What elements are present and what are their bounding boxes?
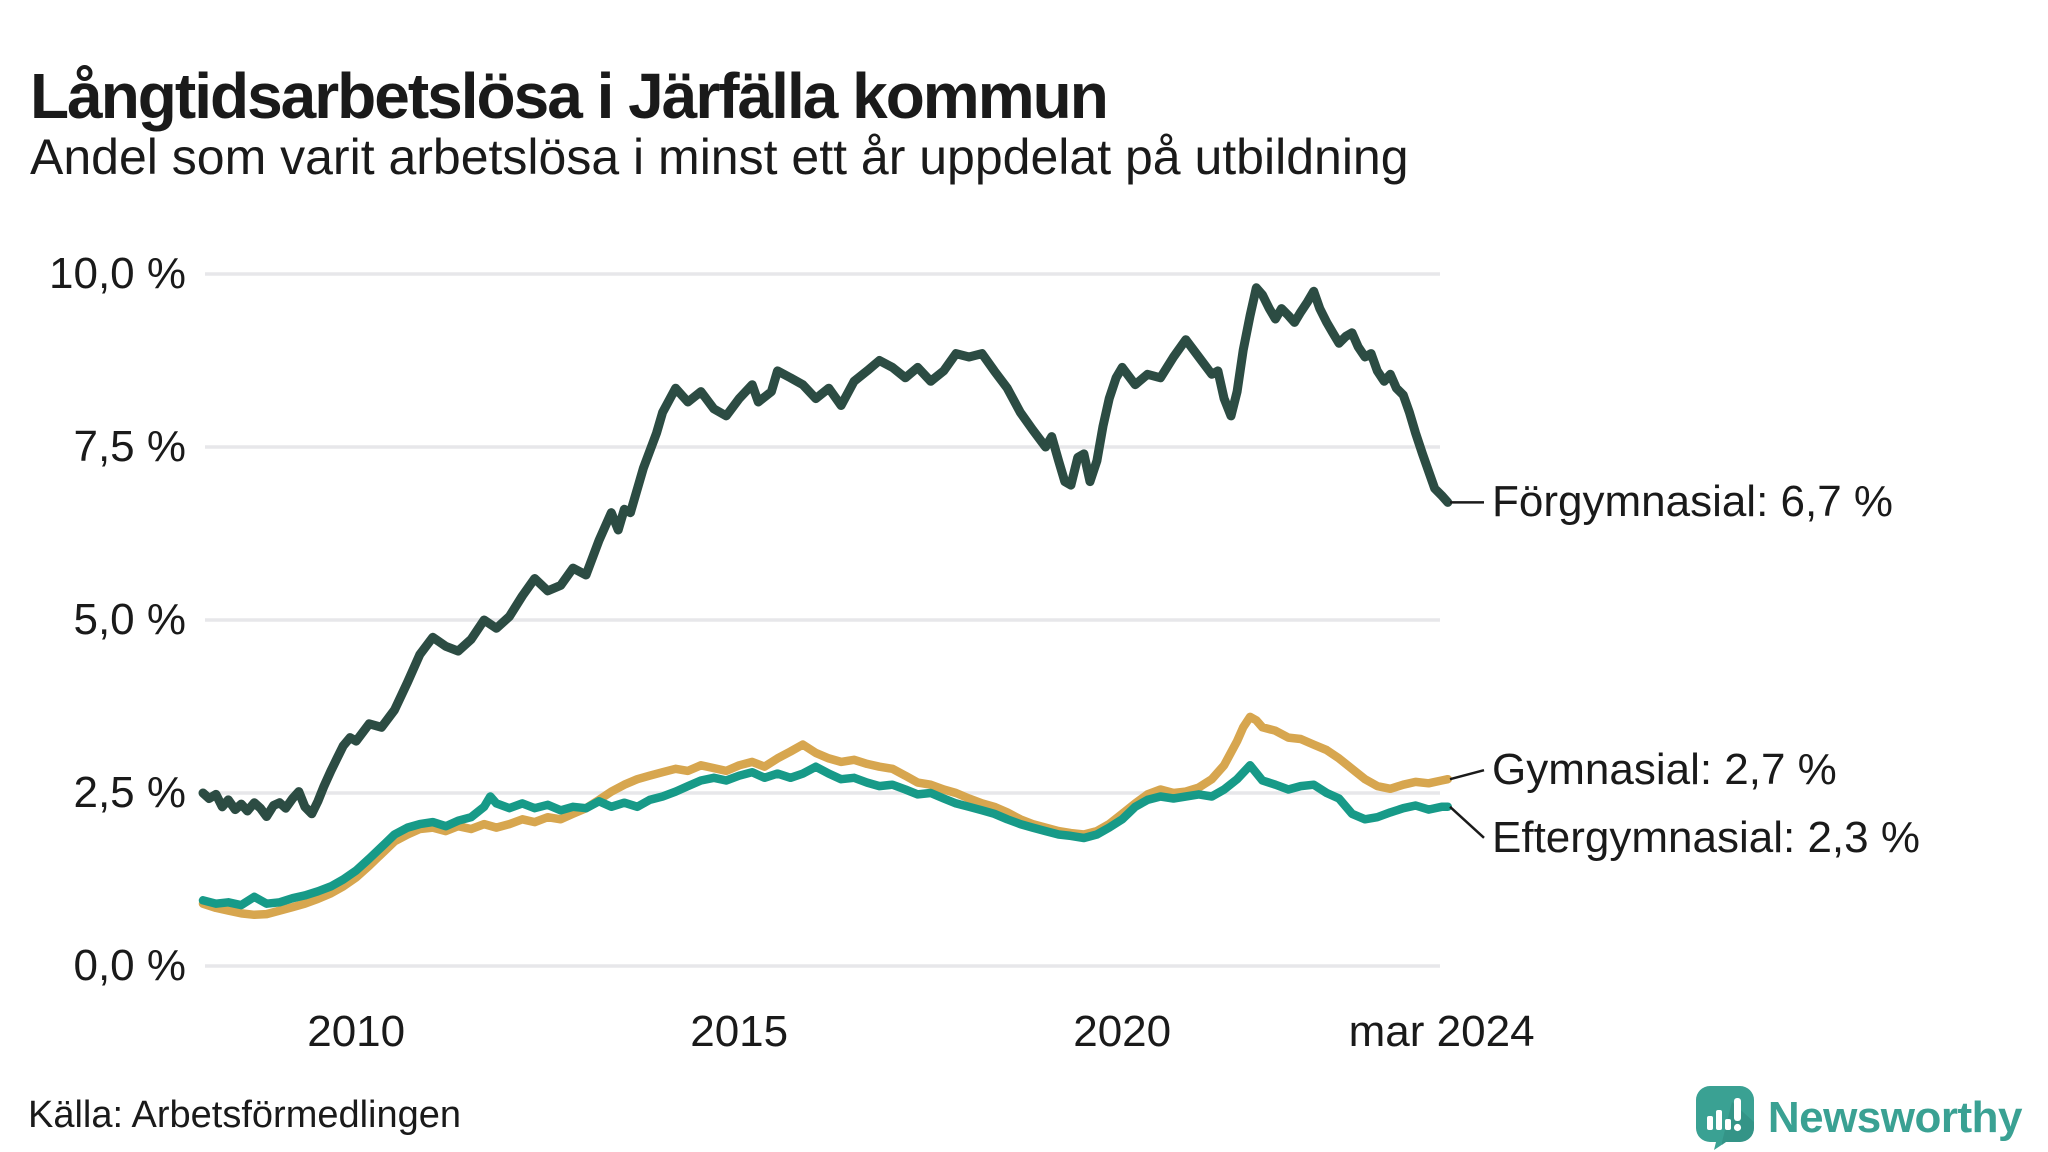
x-tick-label: mar 2024 [1348,1007,1535,1056]
y-tick-label: 10,0 % [49,249,186,298]
x-tick-label: 2010 [307,1007,406,1056]
series-line-gymnasial [198,712,1453,920]
y-tick-label: 7,5 % [73,422,186,471]
series-line-eftergymnasial [198,761,1453,910]
y-tick-label: 5,0 % [73,595,186,644]
logo-exclamation-bar [1733,1098,1741,1121]
end-label-connector [1449,768,1485,781]
newsworthy-logo-text: Newsworthy [1767,1093,2023,1142]
newsworthy-logo: Newsworthy [1695,1086,2023,1150]
chart-title: Långtidsarbetslösa i Järfälla kommun [30,59,1109,132]
logo-exclamation-dot [1733,1123,1741,1132]
series-end-label-forgymnasial: Förgymnasial: 6,7 % [1492,477,1894,527]
source-attribution: Källa: Arbetsförmedlingen [28,1094,462,1136]
logo-bar-2 [1715,1110,1722,1130]
logo-bar-1 [1706,1116,1713,1130]
series-end-label-gymnasial: Gymnasial: 2,7 % [1492,745,1837,795]
x-tick-label: 2015 [690,1007,789,1056]
y-tick-label: 2,5 % [73,768,186,817]
chart-subtitle: Andel som varit arbetslösa i minst ett å… [30,129,1409,185]
series-line-förgymnasial [198,283,1453,821]
y-tick-label: 0,0 % [73,941,186,990]
x-tick-label: 2020 [1073,1007,1172,1056]
logo-bar-3 [1724,1119,1731,1130]
newsworthy-logo-icon [1695,1086,1754,1150]
series-end-label-eftergymnasial: Eftergymnasial: 2,3 % [1492,812,1920,862]
end-label-connector [1449,805,1485,839]
